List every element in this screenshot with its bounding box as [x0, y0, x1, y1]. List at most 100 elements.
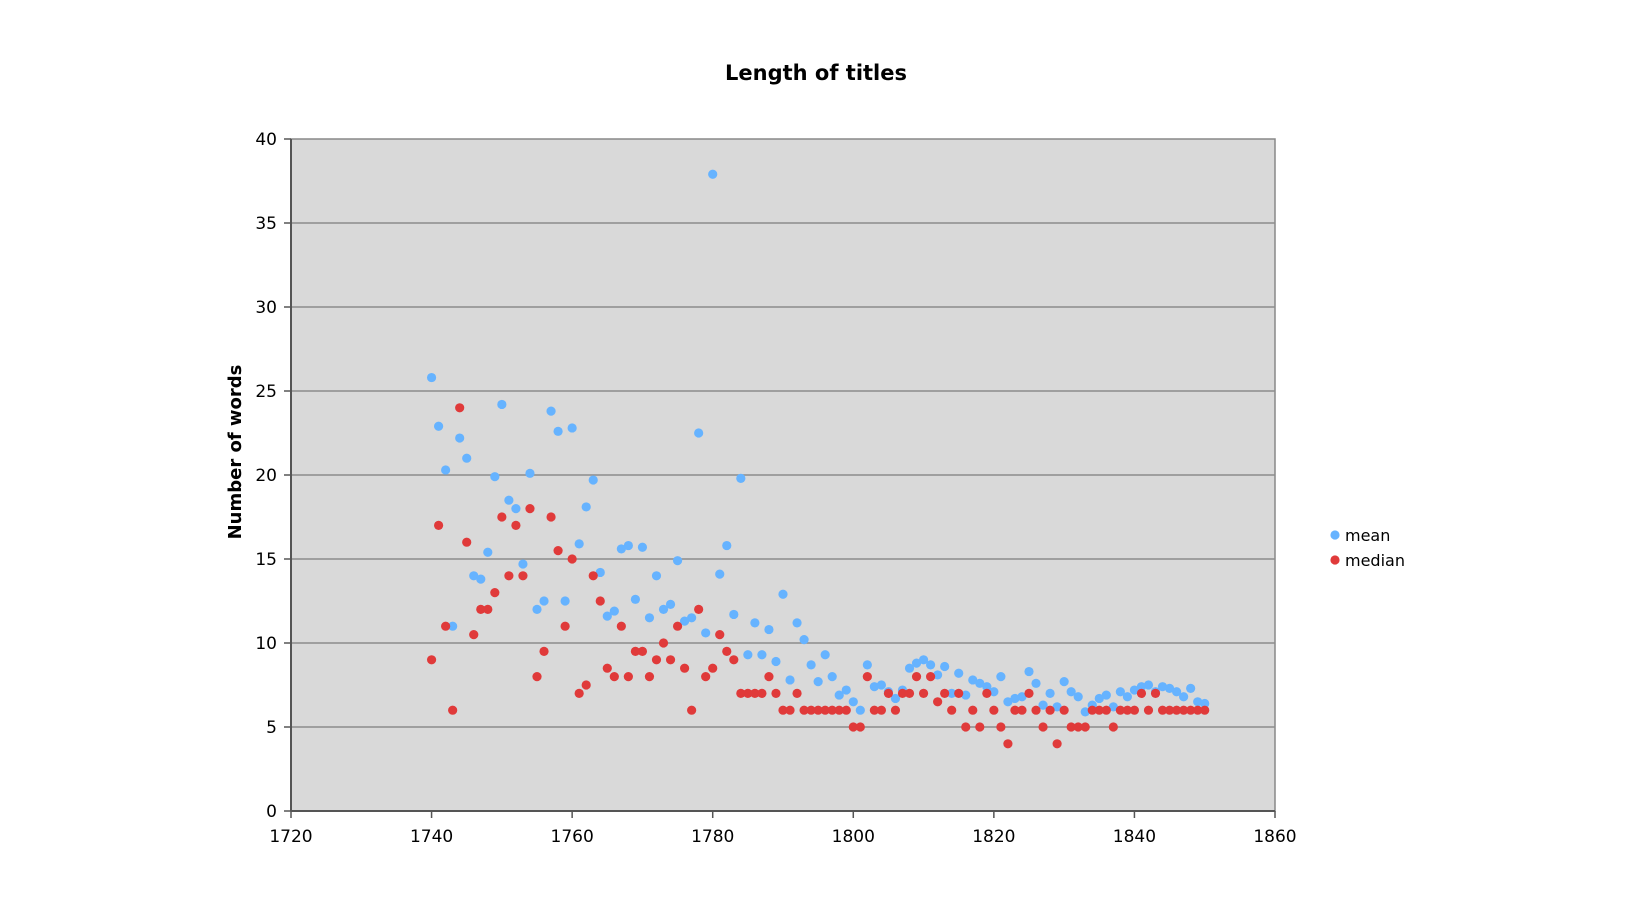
mean-point [455, 433, 465, 443]
mean-point [1193, 697, 1203, 707]
median-point [701, 672, 711, 682]
mean-point [694, 428, 704, 438]
mean-point [715, 569, 725, 579]
mean-point [933, 670, 943, 680]
legend-marker-median [1330, 555, 1340, 565]
mean-point [975, 678, 985, 688]
median-point [736, 688, 746, 699]
y-tick-label: 35 [255, 214, 277, 234]
mean-point [665, 599, 676, 609]
mean-point [1179, 692, 1189, 702]
median-point [1136, 688, 1147, 699]
median-point [518, 571, 528, 581]
median-point [996, 722, 1006, 732]
x-tick-label: 1780 [691, 827, 734, 847]
median-point [1073, 722, 1083, 732]
median-point [1108, 722, 1118, 732]
median-point [1031, 705, 1041, 715]
mean-point [1136, 682, 1147, 692]
x-tick-label: 1820 [972, 827, 1015, 847]
median-point [560, 621, 570, 631]
median-point [546, 512, 556, 522]
median-point [1193, 705, 1203, 715]
median-point [708, 663, 718, 673]
median-point [764, 672, 774, 682]
median-point [869, 705, 879, 715]
median-point [687, 705, 697, 715]
median-point [1045, 705, 1055, 715]
mean-point [434, 421, 444, 431]
median-point [1129, 705, 1140, 715]
median-point [616, 621, 626, 631]
mean-point [1143, 680, 1154, 690]
median-point [658, 638, 669, 648]
median-point [1186, 705, 1196, 715]
median-point [1179, 705, 1189, 715]
median-point [651, 655, 662, 665]
median-point [1143, 705, 1154, 715]
median-point [954, 688, 964, 699]
median-point [595, 596, 605, 606]
mean-point [651, 571, 662, 581]
median-point [567, 554, 577, 564]
y-tick-label: 15 [255, 550, 277, 570]
median-point [672, 621, 683, 631]
median-point [806, 705, 816, 715]
mean-point [476, 574, 486, 584]
median-point [1038, 722, 1048, 732]
mean-point [1200, 698, 1210, 709]
median-point [750, 688, 760, 699]
mean-point [834, 690, 844, 700]
mean-point [841, 685, 851, 695]
mean-point [469, 571, 479, 581]
mean-point [426, 372, 437, 383]
median-point [532, 672, 542, 682]
median-point [553, 546, 563, 556]
median-point [1052, 739, 1062, 749]
mean-point [1003, 697, 1013, 707]
median-point [574, 688, 584, 699]
median-point [982, 688, 992, 699]
median-point [947, 705, 957, 715]
median-point [469, 630, 479, 640]
mean-point [1172, 687, 1182, 697]
mean-point [743, 650, 753, 660]
mean-point [806, 660, 816, 670]
median-point [813, 705, 823, 715]
median-point [897, 688, 908, 699]
mean-point [1010, 693, 1020, 704]
median-point [975, 722, 985, 732]
x-tick-label: 1720 [269, 827, 312, 847]
median-point [588, 571, 598, 581]
mean-point [947, 688, 957, 699]
median-point [462, 537, 472, 547]
median-point [890, 705, 901, 715]
mean-point [722, 540, 732, 551]
x-tick-label: 1800 [832, 827, 875, 847]
median-point [848, 722, 858, 732]
median-point [426, 655, 437, 665]
median-point [434, 520, 444, 531]
x-tick-label: 1760 [551, 827, 594, 847]
median-point [1115, 705, 1125, 715]
median-point [961, 722, 971, 732]
median-point [623, 672, 633, 682]
median-point [441, 621, 451, 631]
median-point [1017, 705, 1027, 715]
median-point [926, 672, 936, 682]
median-point [933, 697, 943, 707]
mean-point [574, 539, 584, 549]
median-point [497, 512, 507, 522]
mean-point [785, 675, 795, 685]
median-point [799, 705, 809, 715]
mean-point [848, 697, 858, 707]
mean-point [637, 542, 648, 552]
data-points [426, 169, 1210, 749]
mean-point [602, 611, 612, 621]
mean-point [567, 423, 577, 433]
median-point [1080, 722, 1090, 732]
mean-point [490, 472, 500, 482]
median-point [757, 688, 767, 699]
y-tick-label: 0 [266, 802, 277, 822]
